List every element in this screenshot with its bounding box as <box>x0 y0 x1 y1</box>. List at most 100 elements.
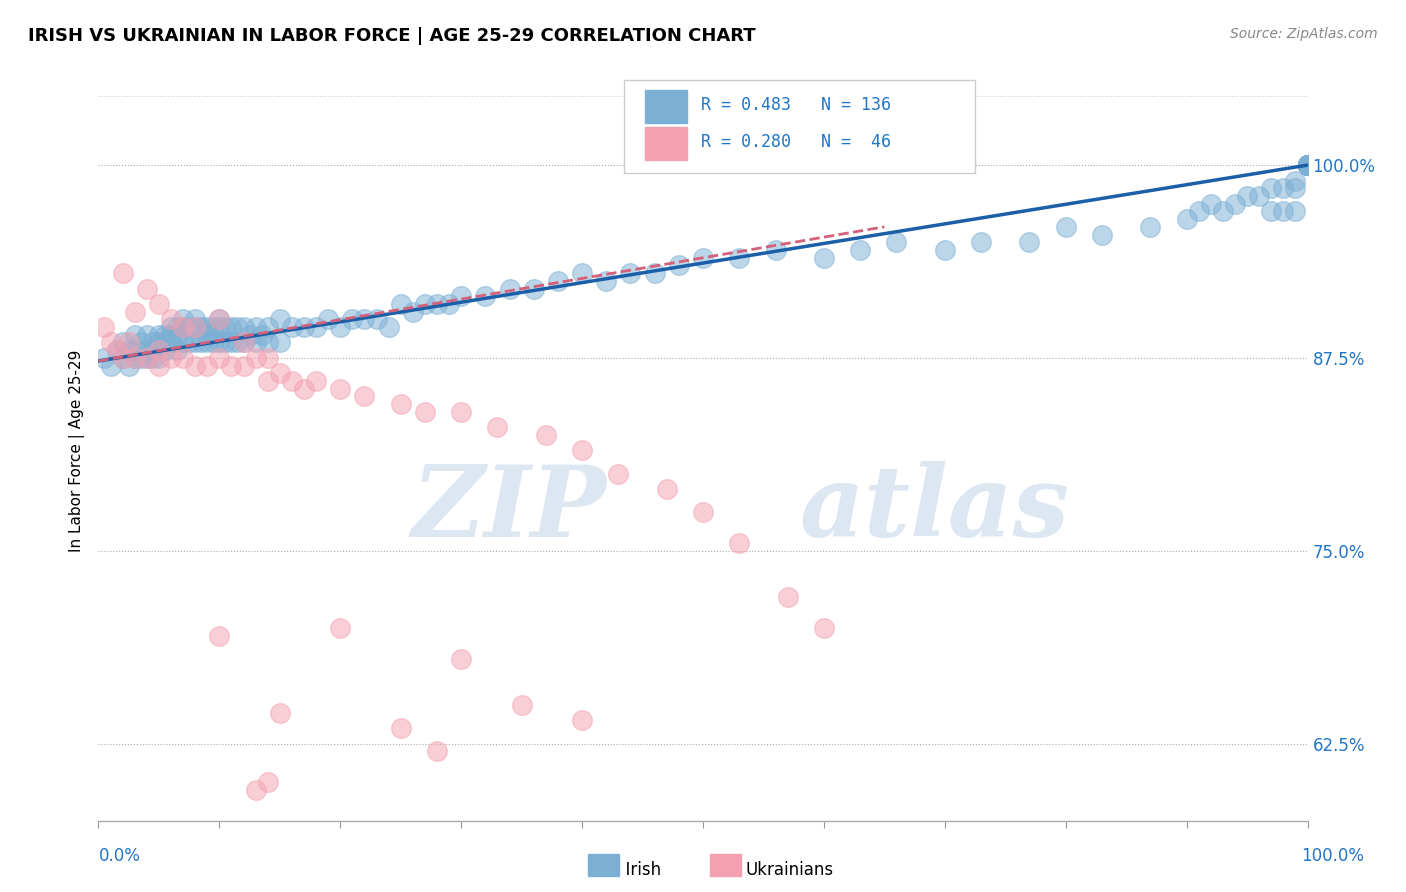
Point <box>1296 158 1319 172</box>
Point <box>184 359 207 373</box>
Point <box>124 351 146 365</box>
Point <box>292 320 315 334</box>
Point <box>129 335 152 350</box>
Point <box>166 327 188 342</box>
Point <box>232 335 254 350</box>
Point <box>195 320 218 334</box>
Point <box>402 304 425 318</box>
Point <box>1296 158 1319 172</box>
Point <box>426 744 449 758</box>
Point <box>668 258 690 272</box>
Point <box>450 651 472 665</box>
Point <box>1296 158 1319 172</box>
Point <box>172 351 194 365</box>
Point <box>498 281 520 295</box>
Point <box>221 359 243 373</box>
Point <box>184 335 207 350</box>
Point <box>316 312 339 326</box>
Point <box>1018 235 1040 250</box>
Point <box>1236 189 1258 203</box>
Point <box>269 706 291 720</box>
Point <box>607 467 630 481</box>
Point <box>190 335 212 350</box>
Point <box>1296 158 1319 172</box>
Point <box>523 281 546 295</box>
Point <box>100 359 122 373</box>
Point <box>93 320 115 334</box>
Point <box>214 320 236 334</box>
Point <box>1091 227 1114 242</box>
Point <box>148 343 170 358</box>
Point <box>1199 196 1222 211</box>
Point <box>166 320 188 334</box>
Point <box>1296 158 1319 172</box>
Point <box>160 335 183 350</box>
Point <box>353 389 375 403</box>
Point <box>1296 158 1319 172</box>
Point <box>153 327 176 342</box>
Bar <box>710 854 741 876</box>
Point <box>153 335 176 350</box>
Y-axis label: In Labor Force | Age 25-29: In Labor Force | Age 25-29 <box>69 350 84 551</box>
Point <box>105 343 128 358</box>
Text: R = 0.483   N = 136: R = 0.483 N = 136 <box>700 96 890 114</box>
Point <box>765 243 787 257</box>
Point <box>342 312 364 326</box>
Text: 100.0%: 100.0% <box>1301 847 1364 865</box>
Point <box>172 312 194 326</box>
Point <box>813 251 835 265</box>
Point <box>547 274 569 288</box>
Point <box>148 297 170 311</box>
Point <box>100 335 122 350</box>
Point <box>166 343 188 358</box>
Point <box>129 351 152 365</box>
Point <box>849 243 872 257</box>
Point <box>1188 204 1211 219</box>
Point <box>281 374 304 388</box>
Point <box>571 443 593 458</box>
Point <box>179 335 201 350</box>
Point <box>179 320 201 334</box>
Point <box>269 367 291 381</box>
Point <box>256 320 278 334</box>
Point <box>619 266 641 280</box>
Bar <box>645 127 688 161</box>
Point <box>208 312 231 326</box>
Point <box>245 782 267 797</box>
Point <box>305 374 328 388</box>
Bar <box>588 854 619 876</box>
Point <box>1296 158 1319 172</box>
Point <box>226 335 249 350</box>
Point <box>256 374 278 388</box>
Text: ZIP: ZIP <box>412 461 606 558</box>
Text: atlas: atlas <box>800 461 1070 558</box>
Point <box>1296 158 1319 172</box>
Point <box>111 266 134 280</box>
Text: R = 0.280   N =  46: R = 0.280 N = 46 <box>700 134 890 152</box>
Point <box>245 335 267 350</box>
Point <box>111 335 134 350</box>
Point <box>1296 158 1319 172</box>
Point <box>160 327 183 342</box>
Point <box>595 274 617 288</box>
Point <box>934 243 956 257</box>
Point <box>160 312 183 326</box>
Point <box>202 335 225 350</box>
Point <box>202 320 225 334</box>
Point <box>221 335 243 350</box>
Point <box>329 621 352 635</box>
Point <box>329 382 352 396</box>
Point <box>135 351 157 365</box>
Point <box>208 629 231 643</box>
Point <box>232 335 254 350</box>
FancyBboxPatch shape <box>624 80 976 173</box>
Point <box>534 428 557 442</box>
Point <box>1296 158 1319 172</box>
Point <box>644 266 666 280</box>
Point <box>118 359 141 373</box>
Point <box>1284 204 1306 219</box>
Point <box>195 359 218 373</box>
Point <box>208 335 231 350</box>
Point <box>93 351 115 365</box>
Point <box>1175 212 1198 227</box>
